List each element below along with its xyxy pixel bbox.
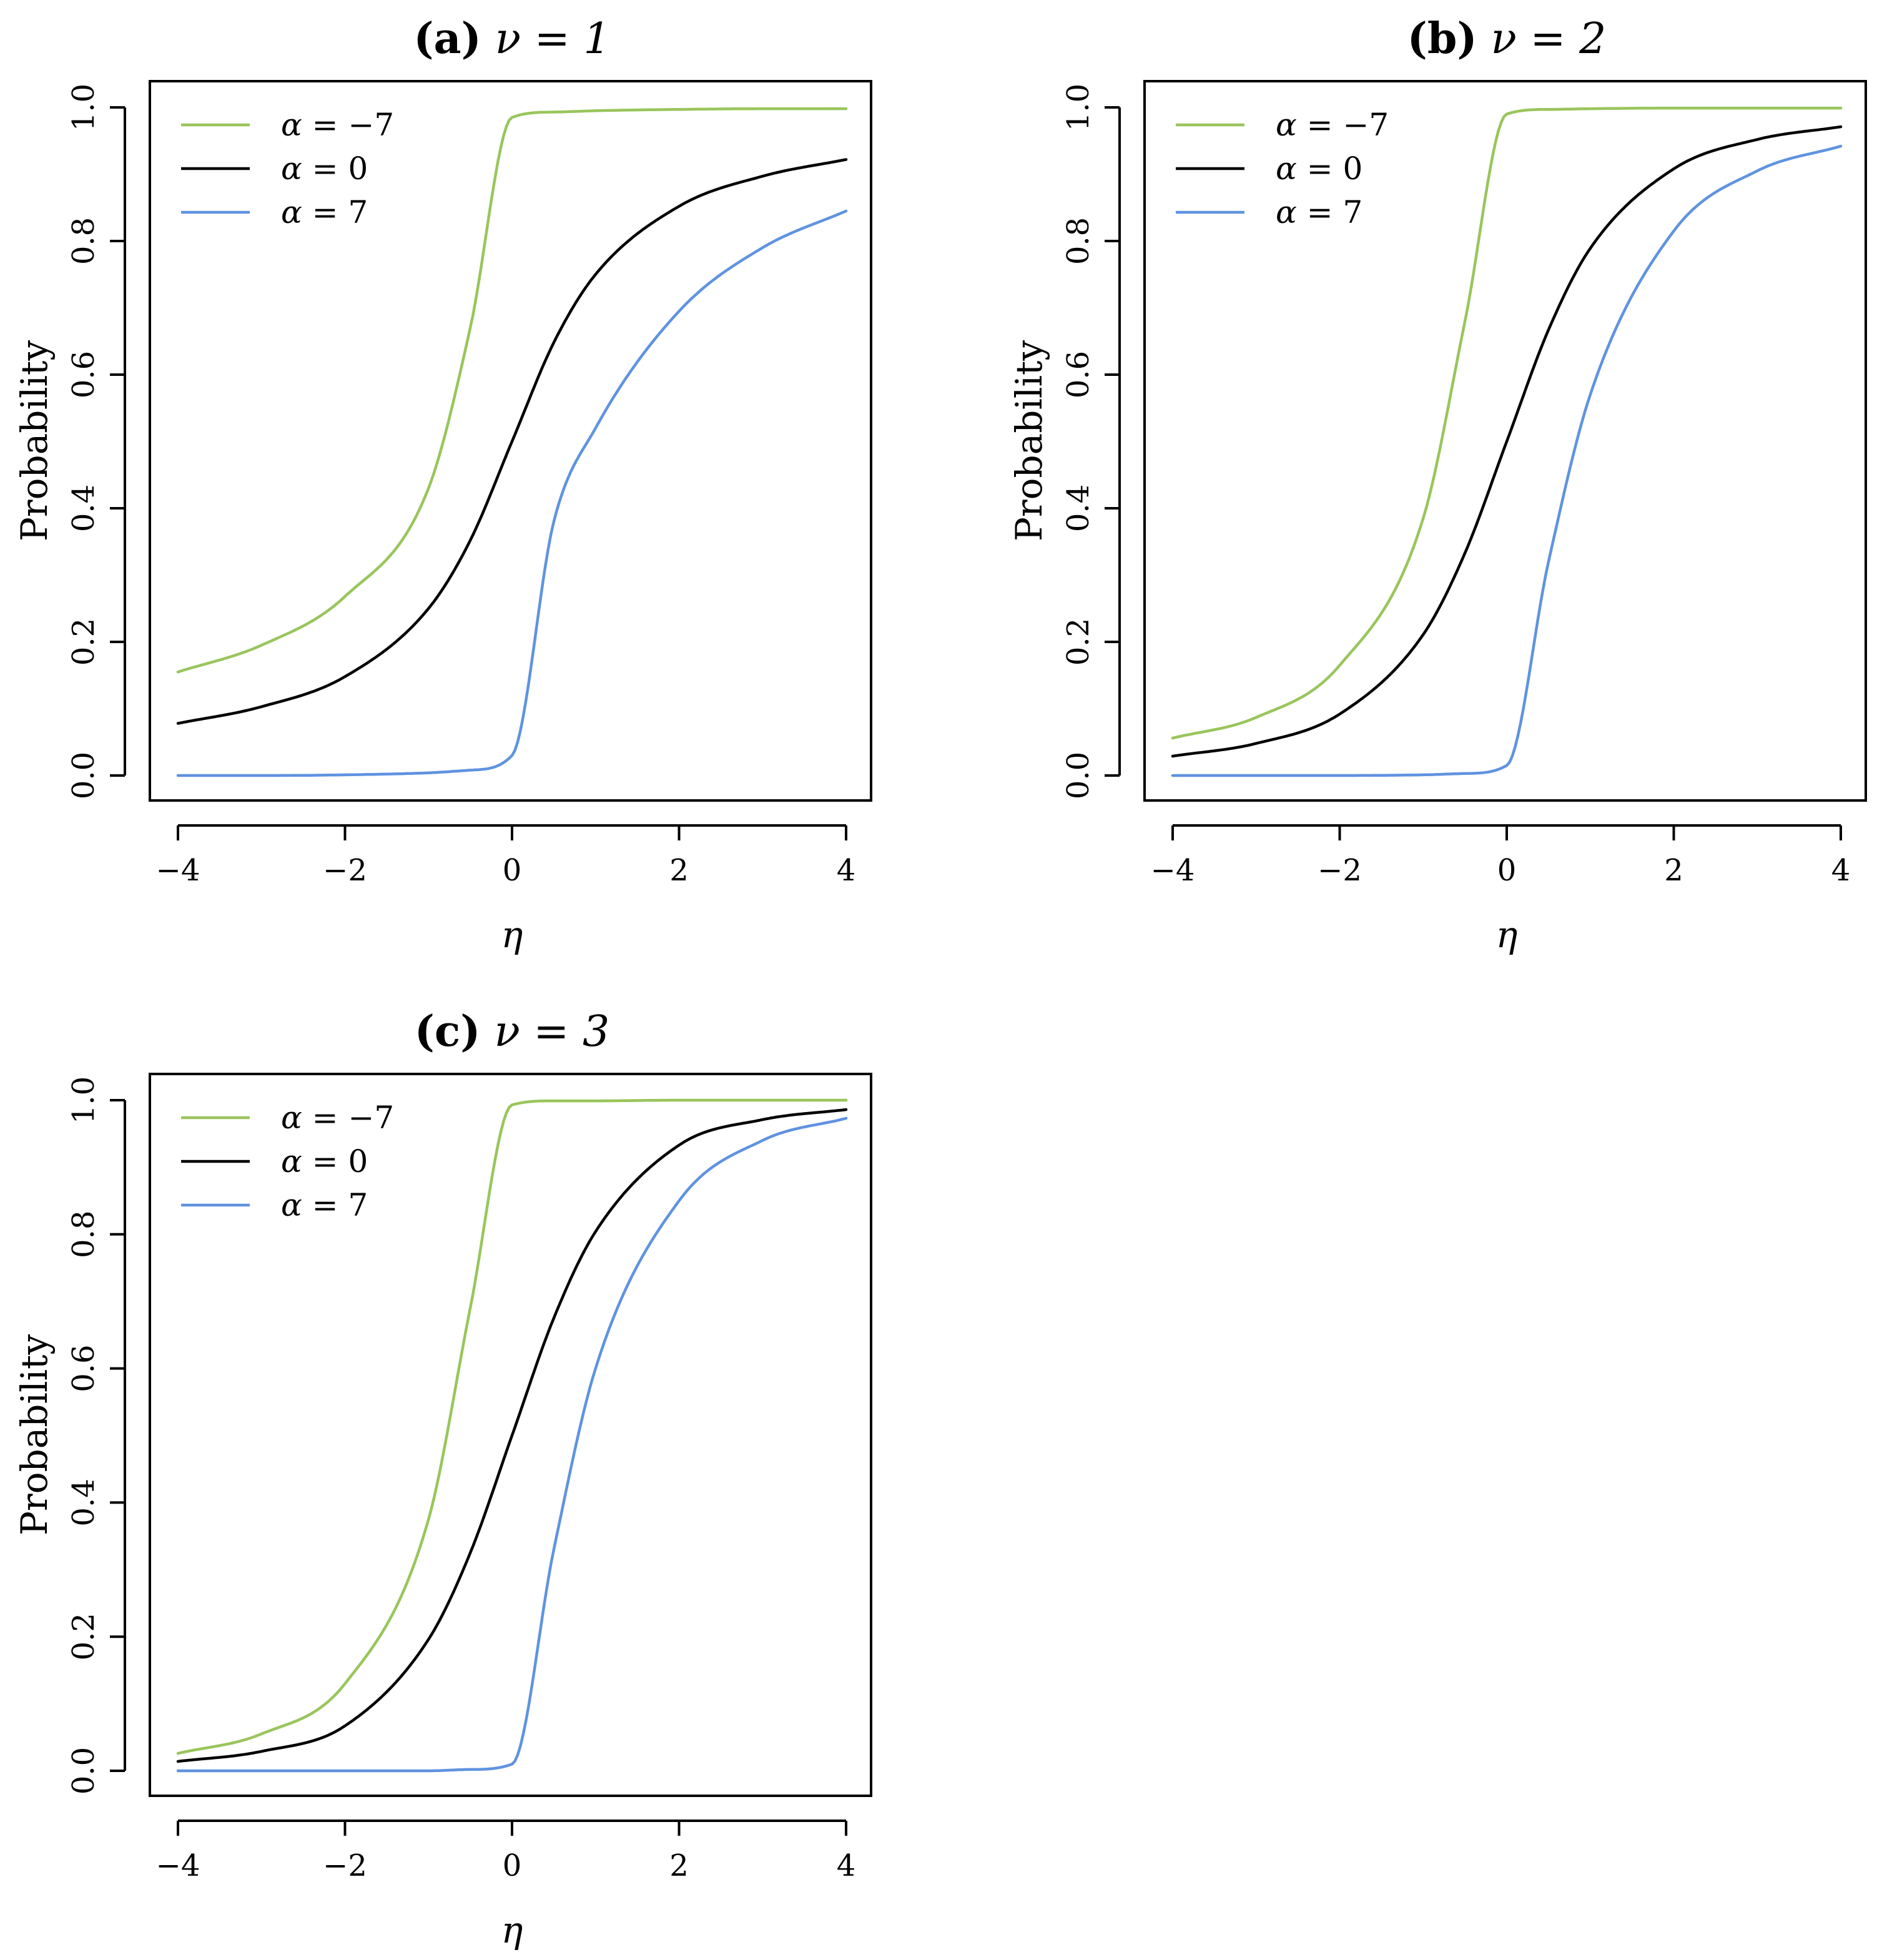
- legend-label: α = 0: [281, 150, 368, 187]
- y-tick-label: 1.0: [66, 84, 101, 131]
- legend-label: α = 7: [281, 1187, 368, 1223]
- legend-label: α = 0: [281, 1143, 368, 1179]
- chart-title-math: ν = 1: [495, 14, 611, 64]
- y-tick-label: 0.0: [66, 752, 101, 799]
- y-tick-label: 0.8: [1061, 217, 1096, 265]
- legend-label: α = 0: [1276, 150, 1362, 187]
- legend-label-symbol: α: [281, 1100, 302, 1136]
- y-tick-label: 0.0: [66, 1747, 101, 1795]
- x-tick-label: −2: [323, 853, 367, 888]
- chart-panel: (b) ν = 2 −4 −2 0 2 4 η 0.0 0.2 0.4 0.6 0.8 1.0 Probab…: [1008, 14, 1867, 956]
- chart-panel: (a) ν = 1 −4 −2 0 2 4 η 0.0 0.2 0.4 0.6 0.8 1.0 Probab…: [13, 14, 872, 956]
- y-tick-label: 0.6: [66, 351, 101, 398]
- legend-label-value: = −7: [1297, 107, 1389, 143]
- x-tick-label: −4: [156, 1848, 200, 1883]
- legend-label-value: = 7: [302, 194, 368, 230]
- series-line-alpha-0: [176, 1108, 848, 1763]
- y-axis-label: Probability: [1008, 340, 1050, 541]
- legend-label-symbol: α: [1276, 150, 1297, 187]
- x-tick-label: 0: [503, 853, 522, 888]
- x-tick-label: 2: [669, 853, 689, 888]
- plot-frame: [149, 80, 872, 802]
- legend-label-value: = 7: [302, 1187, 368, 1223]
- legend-label-value: = −7: [302, 107, 394, 143]
- x-tick-label: −2: [1318, 853, 1362, 888]
- legend-label: α = −7: [281, 1100, 394, 1136]
- legend-label-value: = 0: [302, 1143, 368, 1179]
- y-tick-label: 0.0: [1061, 752, 1096, 799]
- series-line-alpha-0: [1171, 125, 1843, 758]
- x-tick-label: 4: [837, 1848, 856, 1883]
- chart-title: (c) ν = 3: [415, 1007, 610, 1056]
- x-tick-label: 2: [669, 1848, 689, 1883]
- x-axis-label: η: [1496, 914, 1518, 956]
- x-tick-label: 4: [837, 853, 856, 888]
- y-tick-label: 1.0: [1061, 84, 1096, 131]
- series-line-alpha-0: [176, 158, 848, 725]
- legend-label-symbol: α: [1276, 194, 1297, 230]
- legend-label-symbol: α: [281, 1187, 302, 1223]
- x-tick-label: −2: [323, 1848, 367, 1883]
- y-axis-label: Probability: [13, 1334, 56, 1535]
- series-line-alpha-7: [1171, 144, 1843, 777]
- x-axis-label: η: [501, 914, 523, 956]
- chart-title-tag: (a): [413, 14, 481, 64]
- x-tick-label: 4: [1831, 853, 1851, 888]
- x-tick-label: −4: [156, 853, 200, 888]
- series-line-alpha-neg7: [1171, 106, 1843, 740]
- x-tick-label: 2: [1664, 853, 1683, 888]
- legend-label: α = −7: [281, 107, 394, 143]
- y-axis-label: Probability: [13, 340, 56, 541]
- x-tick-label: 0: [1497, 853, 1517, 888]
- series-line-alpha-neg7: [176, 107, 848, 674]
- series-line-alpha-7: [176, 1116, 848, 1773]
- plot-frame: [1143, 80, 1867, 802]
- plot-frame: [149, 1073, 872, 1797]
- chart-panel: (c) ν = 3 −4 −2 0 2 4 η 0.0 0.2 0.4 0.6 0.8 1.0 Probab…: [13, 1007, 872, 1951]
- x-tick-label: 0: [503, 1848, 522, 1883]
- y-tick-label: 0.4: [66, 485, 101, 532]
- y-tick-label: 0.6: [66, 1344, 101, 1392]
- y-tick-label: 0.6: [1061, 351, 1096, 398]
- x-axis-label: η: [501, 1909, 523, 1951]
- legend-label-value: = 0: [302, 150, 368, 187]
- legend-label-value: = 7: [1297, 194, 1363, 230]
- y-tick-label: 0.2: [1061, 618, 1096, 666]
- legend-label-symbol: α: [281, 107, 302, 143]
- legend-label-symbol: α: [281, 194, 302, 230]
- y-tick-label: 0.8: [66, 217, 101, 265]
- chart-title: (b) ν = 2: [1407, 14, 1607, 64]
- series-line-alpha-neg7: [176, 1098, 848, 1755]
- chart-title-math: ν = 3: [494, 1007, 609, 1056]
- chart-title-math: ν = 2: [1491, 14, 1607, 64]
- legend-label-value: = −7: [302, 1100, 394, 1136]
- y-tick-label: 0.8: [66, 1211, 101, 1258]
- chart-title: (a) ν = 1: [413, 14, 610, 64]
- legend-label-symbol: α: [1276, 107, 1297, 143]
- legend-label: α = −7: [1276, 107, 1389, 143]
- legend-label-symbol: α: [281, 1143, 302, 1179]
- y-tick-label: 0.2: [66, 1613, 101, 1660]
- legend-label: α = 7: [1276, 194, 1362, 230]
- series-line-alpha-7: [176, 209, 848, 777]
- chart-title-tag: (c): [415, 1007, 481, 1056]
- legend-label-value: = 0: [1297, 150, 1363, 187]
- x-tick-label: −4: [1151, 853, 1195, 888]
- y-tick-label: 1.0: [66, 1076, 101, 1124]
- y-tick-label: 0.4: [1061, 485, 1096, 532]
- y-tick-label: 0.4: [66, 1479, 101, 1526]
- y-tick-label: 0.2: [66, 618, 101, 666]
- legend-label: α = 7: [281, 194, 368, 230]
- legend-label-symbol: α: [281, 150, 302, 187]
- chart-title-tag: (b): [1407, 14, 1477, 64]
